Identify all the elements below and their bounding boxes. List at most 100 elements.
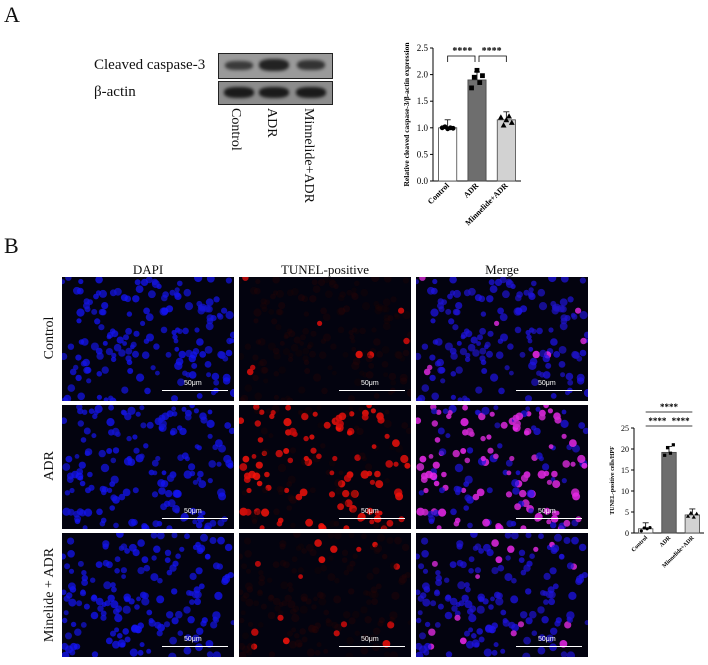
data-point [500,122,507,128]
significance-label: **** [648,416,667,426]
y-tick-label: 5 [625,508,629,517]
data-point [665,446,670,450]
y-tick-label: 0.5 [417,149,429,159]
micrograph-adr-merge: 50μm [416,405,588,529]
data-point [471,74,477,80]
x-tick-label: ADR [462,181,481,200]
data-point [694,511,699,516]
micrograph-adr-tunel: 50μm [239,405,411,529]
y-tick-label: 15 [621,466,629,475]
scale-bar-label: 50μm [538,508,556,515]
bar [467,79,487,182]
scale-bar-label: 50μm [361,380,379,387]
micrograph-minelide-tunel: 50μm [239,533,411,657]
scale-bar [339,390,405,391]
y-tick-label: 2.0 [417,70,429,80]
y-tick-label: 0 [625,529,629,538]
scale-bar [516,646,582,647]
blot-caspase-strip [218,53,333,79]
data-point [645,527,649,531]
scale-bar-label: 50μm [538,380,556,387]
column-title-merge: Merge [485,262,519,277]
y-tick-label: 0.0 [417,176,429,186]
data-point [469,85,474,91]
data-point [642,526,646,530]
wb-row-label-actin: β-actin [94,84,136,100]
y-tick-label: 10 [621,487,629,496]
data-point [506,113,512,119]
bar [438,127,458,182]
scale-bar [339,518,405,519]
y-axis-label: TUNEL-positive cells/HPF [610,446,616,515]
y-axis-label: Relative cleaved caspase-3/β-actin expre… [402,42,411,187]
data-point [691,514,696,519]
panel-letter-a: A [4,2,20,27]
micrograph-nuclei [62,533,234,657]
column-title-dapi: DAPI [132,262,164,277]
significance-label: **** [452,46,472,57]
micrograph-control-dapi: 50μm [62,277,234,401]
scale-bar-label: 50μm [184,380,202,387]
scale-bar [516,518,582,519]
micrograph-nuclei [239,277,411,401]
scale-bar-label: 50μm [361,508,379,515]
y-tick-label: 25 [621,424,629,433]
row-label-minelide: Minelide + ADR [42,547,57,643]
data-point [508,119,515,125]
scale-bar-label: 50μm [361,636,379,643]
micrograph-control-merge: 50μm [416,277,588,401]
micrograph-nuclei [239,533,411,657]
scale-bar [516,390,582,391]
x-tick-label: Control [426,181,452,207]
micrograph-nuclei [239,405,411,529]
y-tick-label: 2.5 [417,43,429,53]
micrograph-adr-dapi: 50μm [62,405,234,529]
data-point [648,525,652,530]
data-point [480,73,485,79]
data-point [639,529,643,533]
y-tick-label: 1.0 [417,123,429,133]
micrograph-nuclei [62,277,234,401]
x-tick-label: ADR [659,535,673,549]
y-tick-label: 1.5 [417,96,429,106]
wb-lane-label-control: Control [228,108,243,151]
significance-label: **** [672,416,691,426]
row-label-control: Control [42,316,57,360]
bar [661,451,677,534]
significance-label: **** [660,402,679,412]
data-point [477,80,483,85]
row-label-adr: ADR [42,451,57,481]
micrograph-nuclei [62,405,234,529]
scale-bar [162,646,228,647]
data-point [688,510,693,515]
data-point [503,116,510,123]
data-point [450,125,456,131]
data-point [671,443,675,447]
micrograph-control-tunel: 50μm [239,277,411,401]
column-title-tunel: TUNEL-positive [280,262,370,277]
micrograph-nuclei [416,405,588,529]
micrograph-nuclei [416,277,588,401]
scale-bar [339,646,405,647]
data-point [668,451,673,455]
wb-lane-label-adr: ADR [264,108,279,138]
data-point [685,514,691,518]
micrograph-minelide-merge: 50μm [416,533,588,657]
data-point [663,453,667,457]
panel-letter-b: B [4,233,19,258]
micrograph-nuclei [416,533,588,657]
blot-actin-strip [218,81,333,105]
scale-bar [162,390,228,391]
bar [496,119,516,182]
micrograph-minelide-dapi: 50μm [62,533,234,657]
significance-bracket [478,55,507,62]
data-point [497,114,504,120]
wb-lane-label-minnelide: Minnelide+ADR [301,108,316,203]
scale-bar-label: 50μm [538,636,556,643]
scale-bar [162,518,228,519]
significance-label: **** [482,46,502,57]
data-point [474,67,480,73]
x-tick-label: Control [631,535,650,554]
